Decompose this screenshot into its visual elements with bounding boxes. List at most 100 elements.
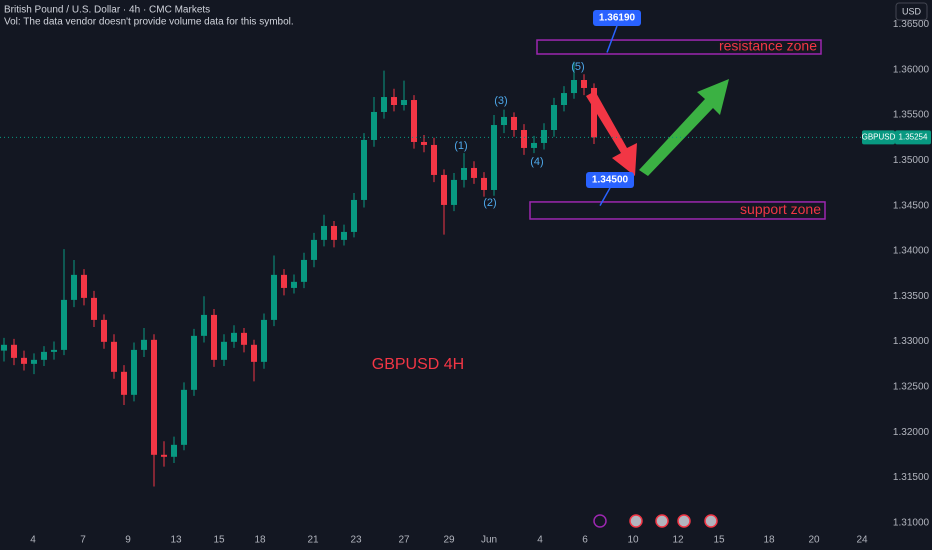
- candle-body: [421, 141, 427, 145]
- x-tick-label: 10: [627, 535, 639, 546]
- candle-body: [111, 341, 117, 372]
- price-label: 1.36190: [599, 13, 636, 24]
- candle-body: [211, 314, 217, 360]
- candle-body: [451, 179, 457, 205]
- candle-body: [531, 142, 537, 148]
- candle-body: [51, 349, 57, 352]
- price-box: [586, 171, 634, 188]
- candle-body: [461, 167, 467, 180]
- candle-body: [511, 116, 517, 131]
- wave-label: (3): [494, 95, 507, 107]
- event-icon[interactable]: [655, 514, 669, 528]
- candle-body: [361, 139, 367, 200]
- candle-body: [241, 332, 247, 345]
- candle-body: [261, 319, 267, 362]
- y-tick-label: 1.34000: [893, 246, 930, 257]
- candle-body: [31, 359, 37, 364]
- candle-body: [41, 351, 47, 360]
- candle-body: [281, 274, 287, 288]
- y-tick-label: 1.32500: [893, 381, 930, 392]
- candle-body: [101, 319, 107, 342]
- symbol-box: [862, 130, 895, 145]
- candle-body: [131, 349, 137, 395]
- x-tick-label: 23: [350, 535, 362, 546]
- candle-body: [1, 344, 7, 351]
- y-tick-label: 1.35500: [893, 110, 930, 121]
- x-tick-label: 4: [537, 535, 543, 546]
- x-tick-label: 15: [213, 535, 225, 546]
- candle-body: [291, 281, 297, 288]
- candle-body: [71, 274, 77, 300]
- up-arrow: [639, 79, 729, 176]
- price-label: 1.34500: [592, 175, 629, 186]
- candle-body: [471, 167, 477, 178]
- candle-body: [351, 199, 357, 232]
- candle-body: [431, 144, 437, 175]
- candle-body: [381, 97, 387, 112]
- candle-body: [541, 130, 547, 143]
- candle-body: [491, 125, 497, 190]
- x-tick-label: 21: [307, 535, 319, 546]
- wave-label: (5): [571, 61, 584, 73]
- zone-label: support zone: [740, 201, 821, 217]
- currency[interactable]: USD: [902, 6, 922, 16]
- candle-body: [171, 444, 177, 457]
- last-price-label: 1.35254: [899, 132, 928, 141]
- candle-body: [571, 79, 577, 94]
- y-tick-label: 1.33500: [893, 291, 930, 302]
- candle-body: [591, 87, 597, 138]
- chart-subtitle: Vol: The data vendor doesn't provide vol…: [4, 17, 294, 28]
- y-tick-label: 1.32000: [893, 427, 930, 438]
- y-tick-label: 1.34500: [893, 200, 930, 211]
- x-tick-label: 29: [443, 535, 455, 546]
- candle-body: [411, 100, 417, 142]
- candle-body: [481, 177, 487, 190]
- event-icon[interactable]: [677, 514, 691, 528]
- candle-body: [251, 344, 257, 362]
- candle-body: [401, 100, 407, 106]
- event-icons: [593, 514, 718, 528]
- candle-body: [201, 314, 207, 336]
- event-icon[interactable]: [629, 514, 643, 528]
- candle-body: [221, 341, 227, 360]
- x-tick-label: 7: [80, 535, 86, 546]
- candle-body: [11, 344, 17, 358]
- x-tick-label: 18: [763, 535, 775, 546]
- x-tick-label: 4: [30, 535, 36, 546]
- wave-label: (1): [454, 140, 467, 152]
- x-tick-label: 18: [254, 535, 266, 546]
- x-tick-label: 20: [808, 535, 820, 546]
- candle-body: [311, 239, 317, 260]
- y-tick-label: 1.36000: [893, 64, 930, 75]
- event-icon[interactable]: [704, 514, 718, 528]
- event-icon[interactable]: [593, 514, 607, 528]
- y-tick-label: 1.31000: [893, 517, 930, 528]
- candle-body: [521, 130, 527, 148]
- candle-body: [341, 231, 347, 240]
- x-tick-label: 24: [856, 535, 868, 546]
- annotation: GBPUSD 4H: [372, 356, 464, 373]
- y-tick-label: 1.33000: [893, 336, 930, 347]
- zone: [529, 201, 826, 220]
- candle-body: [501, 116, 507, 126]
- candle-body: [271, 274, 277, 320]
- candle-body: [391, 97, 397, 106]
- x-tick-label: 13: [170, 535, 182, 546]
- candle-body: [371, 111, 377, 140]
- symbol-label: GBPUSD: [862, 132, 896, 141]
- candle-body: [151, 339, 157, 455]
- currency-box[interactable]: [895, 2, 928, 21]
- candle-body: [91, 297, 97, 320]
- down-arrow: [586, 91, 637, 176]
- candle-body: [161, 454, 167, 457]
- candle-body: [61, 299, 67, 350]
- candle-body: [141, 339, 147, 350]
- candle-body: [561, 93, 567, 106]
- candle-body: [191, 335, 197, 390]
- candle-body: [581, 79, 587, 88]
- zone: [536, 39, 822, 55]
- zone-label: resistance zone: [719, 38, 817, 54]
- candle-body: [321, 225, 327, 240]
